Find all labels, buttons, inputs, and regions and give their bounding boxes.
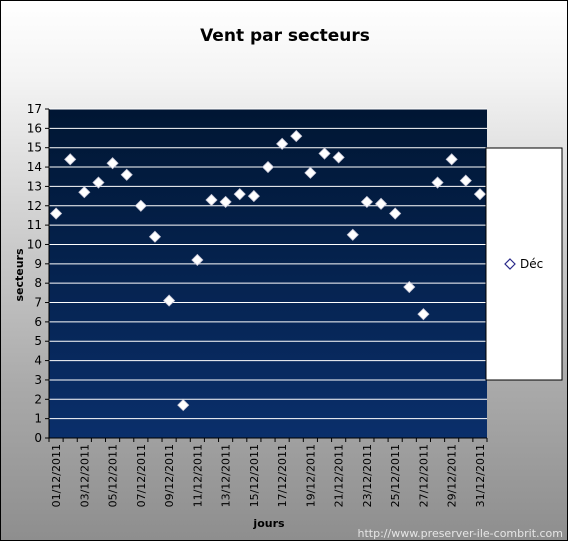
- y-tick-label: 6: [34, 315, 42, 329]
- y-tick-label: 12: [27, 199, 42, 213]
- data-point: [332, 151, 345, 164]
- x-tick-label: 01/12/2011: [50, 444, 63, 507]
- legend-diamond-marker-icon: [504, 258, 516, 270]
- data-point: [191, 253, 204, 267]
- y-tick-label: 10: [27, 237, 42, 251]
- data-point: [219, 195, 232, 208]
- x-tick-label: 11/12/2011: [191, 444, 204, 507]
- x-tick-label: 29/12/2011: [446, 444, 459, 507]
- data-point: [389, 207, 402, 220]
- data-point: [134, 199, 147, 212]
- data-point: [318, 147, 331, 160]
- data-point: [233, 188, 246, 201]
- data-point: [92, 176, 105, 189]
- y-tick-label: 4: [34, 354, 42, 368]
- legend-box: [485, 147, 563, 381]
- x-tick-label: 09/12/2011: [163, 444, 176, 507]
- legend: Déc: [485, 147, 563, 381]
- data-points: [49, 130, 487, 412]
- x-tick-label: 19/12/2011: [304, 444, 317, 507]
- x-tick-label: 03/12/2011: [78, 444, 91, 507]
- x-tick-label: 17/12/2011: [276, 444, 289, 507]
- data-point: [247, 190, 260, 203]
- y-axis-title: secteurs: [13, 248, 26, 302]
- y-tick-label: 11: [27, 218, 42, 232]
- data-point: [473, 188, 487, 201]
- data-point: [276, 137, 289, 150]
- watermark-url: http://www.preserver-ile-combrit.com: [358, 527, 564, 540]
- data-point: [148, 230, 162, 243]
- x-tick-label: 13/12/2011: [220, 444, 233, 507]
- x-tick-label: 31/12/2011: [474, 444, 487, 507]
- y-tick-label: 0: [34, 431, 42, 445]
- data-point: [49, 207, 63, 220]
- x-axis-title: jours: [252, 517, 285, 530]
- data-point: [346, 228, 359, 241]
- chart-title: Vent par secteurs: [200, 26, 370, 46]
- data-point: [403, 280, 416, 294]
- y-tick-label: 7: [34, 296, 42, 310]
- y-tick-label: 8: [34, 276, 42, 290]
- data-point: [459, 174, 472, 187]
- x-tick-label: 27/12/2011: [417, 444, 430, 507]
- y-tick-label: 9: [34, 257, 42, 271]
- data-point: [205, 193, 218, 207]
- y-tick-label: 16: [27, 121, 42, 135]
- data-point: [106, 157, 119, 170]
- y-tick-label: 14: [27, 160, 42, 174]
- legend-entry-label: Déc: [520, 257, 543, 271]
- x-axis-ticks: 01/12/2011 03/12/2011 05/12/2011 07/12/2011…: [48, 438, 488, 507]
- y-tick-label: 1: [34, 412, 42, 426]
- plot-area: [49, 109, 487, 438]
- data-point: [417, 308, 430, 321]
- data-point: [445, 153, 458, 166]
- data-point: [431, 176, 444, 189]
- x-tick-label: 15/12/2011: [248, 444, 261, 507]
- data-point: [163, 294, 176, 307]
- data-point: [64, 153, 77, 166]
- data-point: [304, 166, 317, 179]
- y-tick-label: 3: [34, 373, 42, 387]
- y-tick-label: 17: [27, 102, 42, 116]
- data-point: [120, 168, 133, 181]
- x-tick-label: 05/12/2011: [107, 444, 120, 507]
- y-tick-label: 2: [34, 392, 42, 406]
- x-tick-label: 07/12/2011: [135, 444, 148, 507]
- y-tick-label: 5: [34, 334, 42, 348]
- y-tick-label: 13: [27, 179, 42, 193]
- data-point: [78, 186, 91, 199]
- data-point: [360, 195, 373, 208]
- data-point: [177, 399, 190, 412]
- x-tick-label: 25/12/2011: [389, 444, 402, 507]
- data-point: [261, 160, 275, 174]
- data-point: [290, 130, 303, 143]
- x-tick-label: 23/12/2011: [361, 444, 374, 507]
- y-tick-label: 15: [27, 141, 42, 155]
- x-tick-label: 21/12/2011: [333, 444, 346, 507]
- data-point: [374, 197, 388, 210]
